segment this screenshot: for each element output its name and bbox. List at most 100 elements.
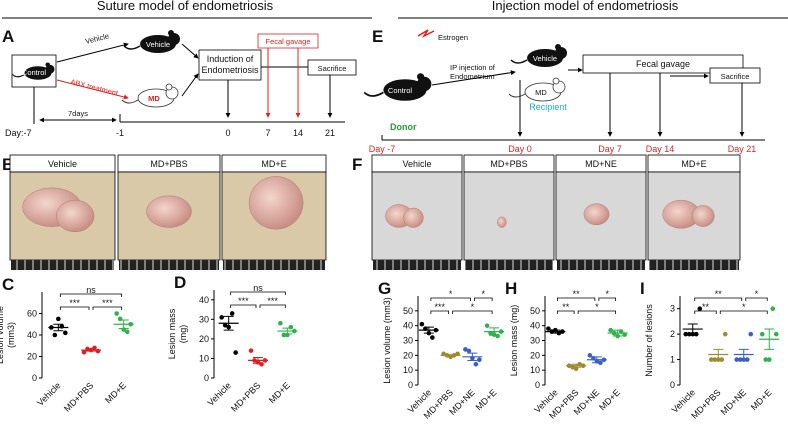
y-axis-label: (mm3) xyxy=(6,322,16,348)
step-box xyxy=(582,54,744,74)
lesion xyxy=(146,195,192,228)
panel-label: H xyxy=(505,279,517,298)
significance-bar xyxy=(230,291,286,295)
panel-e-diagram: E Estrogen Control Donor IP injection of… xyxy=(363,27,765,154)
data-point xyxy=(56,316,61,322)
panel-label: A xyxy=(2,27,14,46)
significance-bar xyxy=(598,297,617,301)
error-bar xyxy=(423,326,434,334)
arrow xyxy=(181,43,199,59)
error-bar xyxy=(467,352,478,362)
estrogen-label: Estrogen xyxy=(438,33,468,42)
significance-label: * xyxy=(595,302,599,312)
timeline-label: Day -7 xyxy=(369,144,396,154)
y-tick-label: 40 xyxy=(530,321,540,331)
y-tick-label: 3 xyxy=(670,304,675,314)
error-bar xyxy=(53,323,64,332)
timeline-label: 7 xyxy=(265,128,270,138)
photo-panels: Vehicle MD+PBS MD+E Vehicle MD+PBS MD+NE MD+E xyxy=(9,154,741,270)
data-point xyxy=(288,324,294,330)
data-point xyxy=(248,348,254,353)
significance-bar xyxy=(694,310,717,314)
step-box xyxy=(198,49,262,81)
ruler xyxy=(11,260,114,270)
significance-bar xyxy=(577,310,617,314)
error-bar xyxy=(713,348,724,361)
timeline-label: 21 xyxy=(325,128,335,138)
data-point xyxy=(734,357,740,362)
significance-label: ** xyxy=(715,289,723,299)
significance-bar xyxy=(556,297,596,301)
estrogen-icon xyxy=(417,29,435,38)
y-tick-label: 40 xyxy=(27,330,37,340)
data-point xyxy=(124,329,130,335)
significance-bar xyxy=(230,304,257,308)
significance-bar xyxy=(430,310,450,314)
data-point xyxy=(259,362,264,367)
error-bar xyxy=(223,315,234,331)
y-axis-label: Lesion mass (mg) xyxy=(509,305,519,377)
x-tick-label: MD+E xyxy=(749,387,774,412)
error-bar xyxy=(489,327,500,336)
panel-label: E xyxy=(372,27,383,46)
data-point xyxy=(708,357,714,362)
section-title: Suture model of endometriosis xyxy=(97,0,274,13)
y-tick-label: 1 xyxy=(670,355,675,365)
photo xyxy=(463,171,555,261)
error-bar xyxy=(445,354,456,357)
significance-label: * xyxy=(742,302,746,312)
mouse-label: MD xyxy=(535,88,547,97)
x-tick-label: MD+E xyxy=(474,387,499,412)
group-header: MD+PBS xyxy=(490,159,527,169)
data-point xyxy=(222,322,228,328)
significance-label: ** xyxy=(573,289,581,299)
data-point xyxy=(770,306,776,312)
y-tick-label: 2 xyxy=(670,329,675,339)
data-point xyxy=(430,335,435,340)
significance-bar xyxy=(556,310,575,314)
significance-label: *** xyxy=(238,296,249,306)
mouse-label: MD xyxy=(148,94,160,103)
data-point xyxy=(495,333,500,339)
x-tick-label: Vehicle xyxy=(205,380,233,408)
step-label: Endometrium xyxy=(450,72,495,81)
ruler xyxy=(557,260,645,270)
error-bar xyxy=(282,327,293,335)
data-point xyxy=(773,331,779,337)
lesion xyxy=(583,203,610,226)
panel-label: D xyxy=(174,273,186,292)
panel-a-diagram: A Control Vehicle Vehicle ABX treatment … xyxy=(2,27,357,138)
y-tick-label: 30 xyxy=(403,336,413,346)
data-point xyxy=(114,311,119,316)
y-tick-label: 0 xyxy=(535,380,540,390)
step-label: Sacrifice xyxy=(721,72,750,81)
timeline-label: Day 0 xyxy=(508,144,532,154)
significance-label: *** xyxy=(267,296,278,306)
interval-label: 7days xyxy=(68,109,88,118)
mouse-label: Control xyxy=(22,68,47,77)
group-header: MD+NE xyxy=(585,159,617,169)
significance-label: *** xyxy=(434,302,445,312)
data-point xyxy=(278,320,283,326)
donor-label: Donor xyxy=(390,122,417,132)
y-tick-label: 30 xyxy=(199,314,209,324)
y-tick-label: 50 xyxy=(530,306,540,316)
arrow xyxy=(56,79,129,100)
data-point xyxy=(683,331,689,337)
x-tick-label: MD+PBS xyxy=(62,380,95,413)
significance-bar xyxy=(473,297,493,301)
y-tick-label: 20 xyxy=(530,350,540,360)
lesion xyxy=(248,176,304,230)
y-axis-label: Lesion volume (mm3) xyxy=(382,297,392,384)
panel-label: G xyxy=(378,279,391,298)
step-label: Sacrifice xyxy=(318,64,347,73)
significance-label: ** xyxy=(702,302,710,312)
significance-label: *** xyxy=(102,298,113,308)
error-bar xyxy=(118,319,129,330)
recipient-label: Recipient xyxy=(529,102,567,112)
x-tick-label: Vehicle xyxy=(35,380,63,408)
